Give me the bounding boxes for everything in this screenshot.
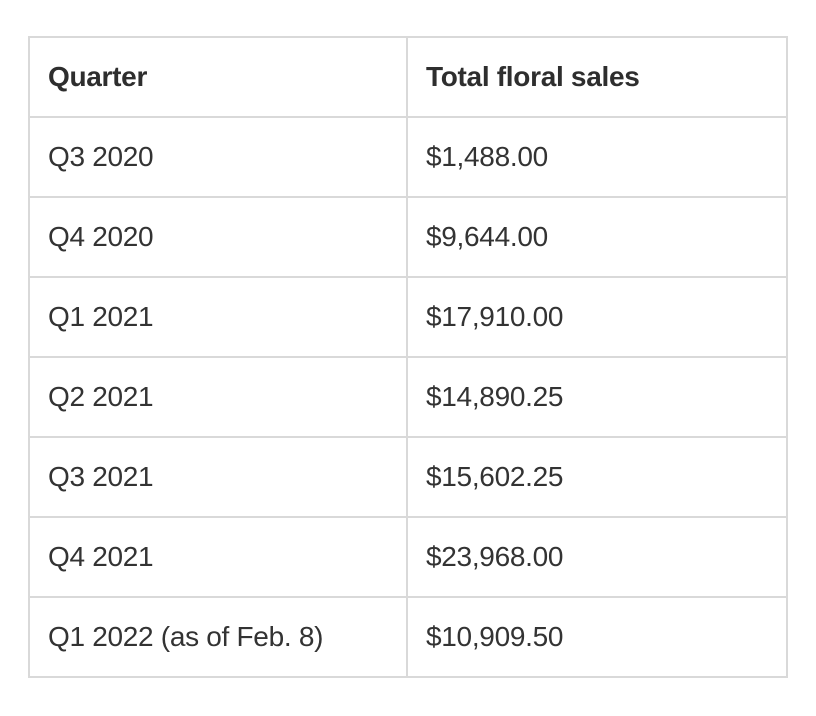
quarter-cell: Q3 2020	[28, 116, 408, 198]
floral-sales-table: Quarter Total floral sales Q3 2020 $1,48…	[28, 36, 788, 678]
quarter-cell: Q4 2021	[28, 516, 408, 598]
sales-cell: $14,890.25	[406, 356, 788, 438]
header-quarter: Quarter	[28, 36, 408, 118]
sales-cell: $23,968.00	[406, 516, 788, 598]
quarter-cell: Q1 2021	[28, 276, 408, 358]
table-header-row: Quarter Total floral sales	[28, 36, 788, 118]
header-total-floral-sales: Total floral sales	[406, 36, 788, 118]
quarter-cell: Q3 2021	[28, 436, 408, 518]
sales-cell: $10,909.50	[406, 596, 788, 678]
quarter-cell: Q2 2021	[28, 356, 408, 438]
quarter-cell: Q1 2022 (as of Feb. 8)	[28, 596, 408, 678]
sales-cell: $1,488.00	[406, 116, 788, 198]
table-row: Q2 2021 $14,890.25	[28, 356, 788, 438]
sales-cell: $9,644.00	[406, 196, 788, 278]
sales-cell: $15,602.25	[406, 436, 788, 518]
table-row: Q1 2022 (as of Feb. 8) $10,909.50	[28, 596, 788, 678]
table-row: Q3 2020 $1,488.00	[28, 116, 788, 198]
table-row: Q1 2021 $17,910.00	[28, 276, 788, 358]
sales-cell: $17,910.00	[406, 276, 788, 358]
table-row: Q4 2021 $23,968.00	[28, 516, 788, 598]
quarter-cell: Q4 2020	[28, 196, 408, 278]
table-row: Q4 2020 $9,644.00	[28, 196, 788, 278]
table-row: Q3 2021 $15,602.25	[28, 436, 788, 518]
sales-table-container: Quarter Total floral sales Q3 2020 $1,48…	[28, 36, 788, 678]
